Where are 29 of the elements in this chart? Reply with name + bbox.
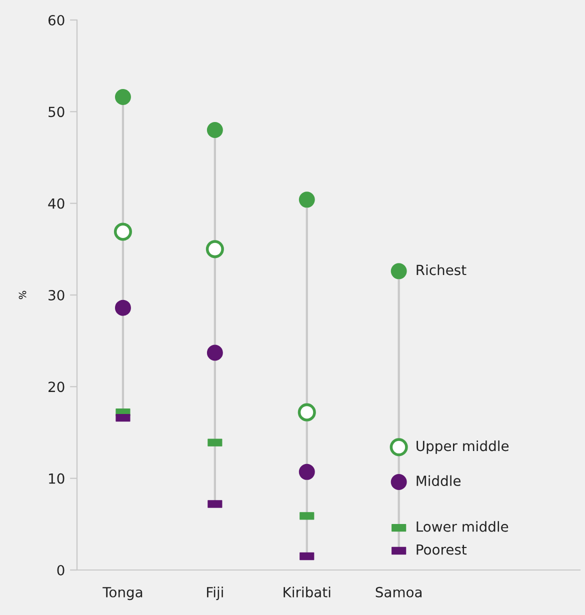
series-label: Richest xyxy=(416,264,466,276)
point xyxy=(298,403,316,422)
y-tick-label: 50 xyxy=(48,106,64,118)
y-axis-title: % xyxy=(18,290,26,300)
point xyxy=(114,222,132,241)
point xyxy=(206,344,223,361)
x-tick-label: Fiji xyxy=(207,586,223,600)
point xyxy=(390,263,407,280)
point xyxy=(298,192,315,208)
y-tick-label: 60 xyxy=(48,14,64,26)
point xyxy=(206,122,223,138)
y-tick-label: 10 xyxy=(49,473,64,484)
y-tick-label: 0 xyxy=(57,564,64,576)
point xyxy=(114,89,131,105)
point xyxy=(298,464,315,480)
series-label: Lower middle xyxy=(416,521,508,532)
x-tick-label: Samoa xyxy=(376,586,422,598)
y-tick-label: 20 xyxy=(48,382,64,392)
x-tick-label: Kiribati xyxy=(284,586,330,598)
x-tick-label: Tonga xyxy=(102,587,142,600)
series-label: Poorest xyxy=(416,544,467,555)
y-tick-label: 40 xyxy=(48,198,64,209)
y-tick-label: 30 xyxy=(48,290,64,300)
point xyxy=(390,438,408,456)
point xyxy=(114,300,131,316)
series-label: Upper middle xyxy=(416,440,509,454)
point xyxy=(206,240,224,258)
series-label: Middle xyxy=(416,475,461,486)
point xyxy=(390,474,407,490)
